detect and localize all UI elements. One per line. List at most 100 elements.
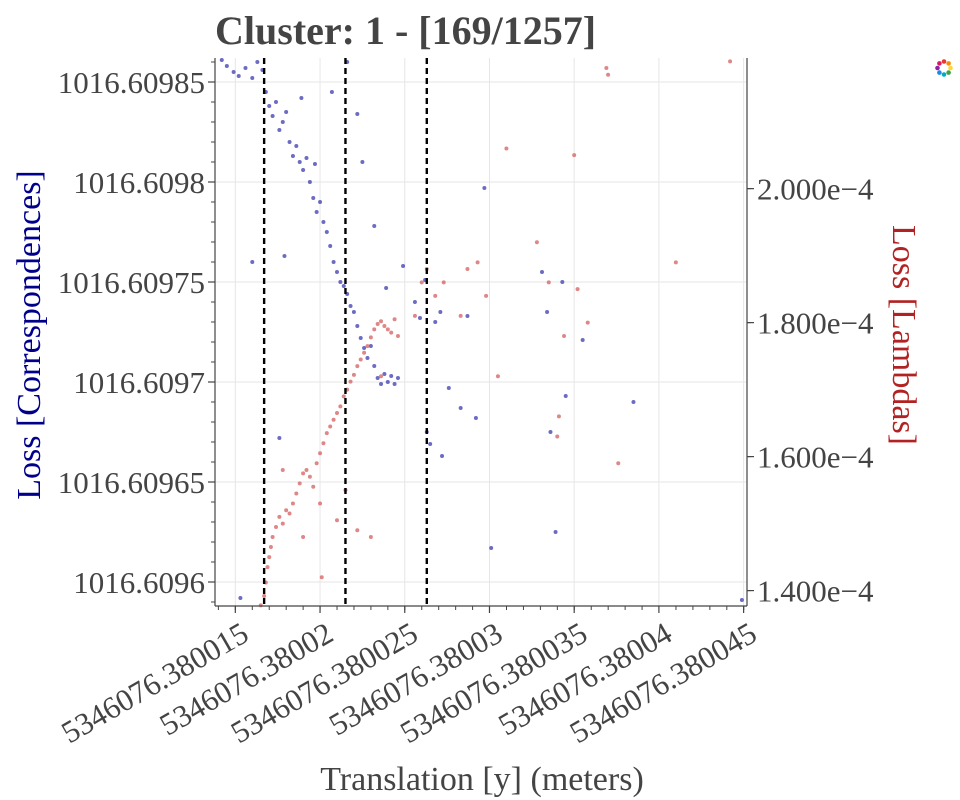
lambda-loss-point (585, 320, 590, 325)
plotly-logo-icon[interactable] (934, 58, 954, 78)
lambda-loss-point (297, 481, 302, 486)
correspondence-loss-point (389, 374, 394, 378)
correspondence-loss-point (287, 140, 292, 144)
correspondence-loss-point (267, 104, 272, 108)
reference-lines (262, 58, 428, 606)
lambda-loss-point (294, 491, 299, 496)
grid-lines (215, 58, 747, 606)
lambda-loss-point (284, 508, 289, 513)
correspondence-loss-point (277, 128, 282, 132)
correspondence-loss-point (395, 376, 400, 380)
correspondence-loss-point (428, 442, 433, 446)
lambda-loss-point (379, 374, 384, 379)
lambda-loss-point (355, 528, 360, 533)
lambda-loss-point (321, 441, 326, 446)
lambda-loss-point (341, 394, 346, 399)
lambda-loss-point (304, 468, 309, 473)
correspondence-loss-point (412, 300, 417, 304)
lambda-loss-point (385, 327, 390, 332)
lambda-loss-point (412, 313, 417, 318)
right-y-tick-label: 1.800e−4 (757, 306, 874, 341)
correspondence-loss-point (465, 314, 470, 318)
lambda-loss-point (362, 350, 367, 355)
right-y-axis-label: Loss [Lambdas] (885, 225, 922, 445)
right-y-tick-label: 2.000e−4 (757, 172, 874, 207)
correspondence-loss-point (489, 546, 494, 550)
correspondence-loss-point (311, 196, 316, 200)
lambda-loss-point (270, 534, 275, 539)
correspondence-loss-point (382, 372, 387, 376)
lambda-loss-point (458, 313, 463, 318)
lambda-loss-point (419, 280, 424, 285)
lambda-loss-point (375, 321, 380, 326)
lambda-loss-point (572, 153, 577, 158)
correspondence-loss-point (328, 244, 333, 248)
lambda-loss-point (606, 72, 611, 77)
correspondence-loss-point (334, 270, 339, 274)
correspondence-loss-point (273, 100, 278, 104)
correspondence-loss-point (294, 144, 299, 148)
correspondence-loss-point (318, 200, 323, 204)
data-points (219, 58, 744, 608)
lambda-loss-point (728, 59, 733, 64)
lambda-loss-point (290, 501, 295, 506)
lambda-loss-point (301, 534, 306, 539)
lambda-loss-point (311, 484, 316, 489)
left-y-axis-label: Loss [Correspondences] (11, 170, 48, 500)
correspondence-loss-point (548, 430, 553, 434)
lambda-loss-point (534, 240, 539, 245)
left-y-tick-label: 1016.60965 (58, 465, 205, 500)
correspondence-loss-point (224, 64, 229, 68)
lambda-loss-point (280, 521, 285, 526)
lambda-loss-point (324, 431, 329, 436)
correspondence-loss-point (321, 220, 326, 224)
lambda-loss-point (392, 317, 397, 322)
lambda-loss-point (331, 417, 336, 422)
right-y-tick-label: 1.400e−4 (757, 574, 874, 609)
correspondence-loss-point (243, 66, 248, 70)
lambda-loss-point (555, 434, 560, 439)
correspondence-loss-point (553, 530, 558, 534)
correspondence-loss-point (446, 386, 451, 390)
correspondence-loss-point (739, 598, 744, 602)
correspondence-loss-point (563, 394, 568, 398)
left-y-tick-label: 1016.60975 (58, 265, 205, 300)
correspondence-loss-point (301, 168, 306, 172)
lambda-loss-point (287, 511, 292, 516)
correspondence-loss-point (355, 112, 360, 116)
lambda-loss-point (389, 330, 394, 335)
correspondence-loss-point (284, 110, 289, 114)
correspondence-loss-point (458, 406, 463, 410)
chart-title: Cluster: 1 - [169/1257] (215, 8, 596, 53)
lambda-loss-point (465, 267, 470, 272)
correspondence-loss-point (368, 344, 373, 348)
lambda-loss-point (368, 534, 373, 539)
correspondence-loss-point (365, 356, 370, 360)
correspondence-loss-point (473, 416, 478, 420)
lambda-loss-point (395, 334, 400, 339)
lambda-loss-point (273, 524, 278, 529)
correspondence-loss-point (379, 382, 384, 386)
correspondence-loss-point (372, 224, 377, 228)
correspondence-loss-point (385, 380, 390, 384)
correspondence-loss-point (482, 186, 487, 190)
correspondence-loss-point (341, 284, 346, 288)
left-y-tick-label: 1016.6096 (73, 565, 205, 600)
correspondence-loss-point (219, 58, 224, 62)
correspondence-loss-point (440, 454, 445, 458)
correspondence-loss-point (418, 316, 423, 320)
correspondence-loss-point (236, 74, 241, 78)
right-y-tick-label: 1.600e−4 (757, 440, 874, 475)
lambda-loss-point (355, 364, 360, 369)
lambda-loss-point (372, 327, 377, 332)
left-y-tick-label: 1016.60985 (58, 65, 205, 100)
correspondence-loss-point (545, 310, 550, 314)
lambda-loss-point (328, 424, 333, 429)
correspondence-loss-point (372, 364, 377, 368)
correspondence-loss-point (314, 210, 319, 214)
correspondence-loss-point (355, 324, 360, 328)
lambda-loss-point (351, 372, 356, 377)
correspondence-loss-point (307, 180, 312, 184)
lambda-loss-point (495, 374, 500, 379)
